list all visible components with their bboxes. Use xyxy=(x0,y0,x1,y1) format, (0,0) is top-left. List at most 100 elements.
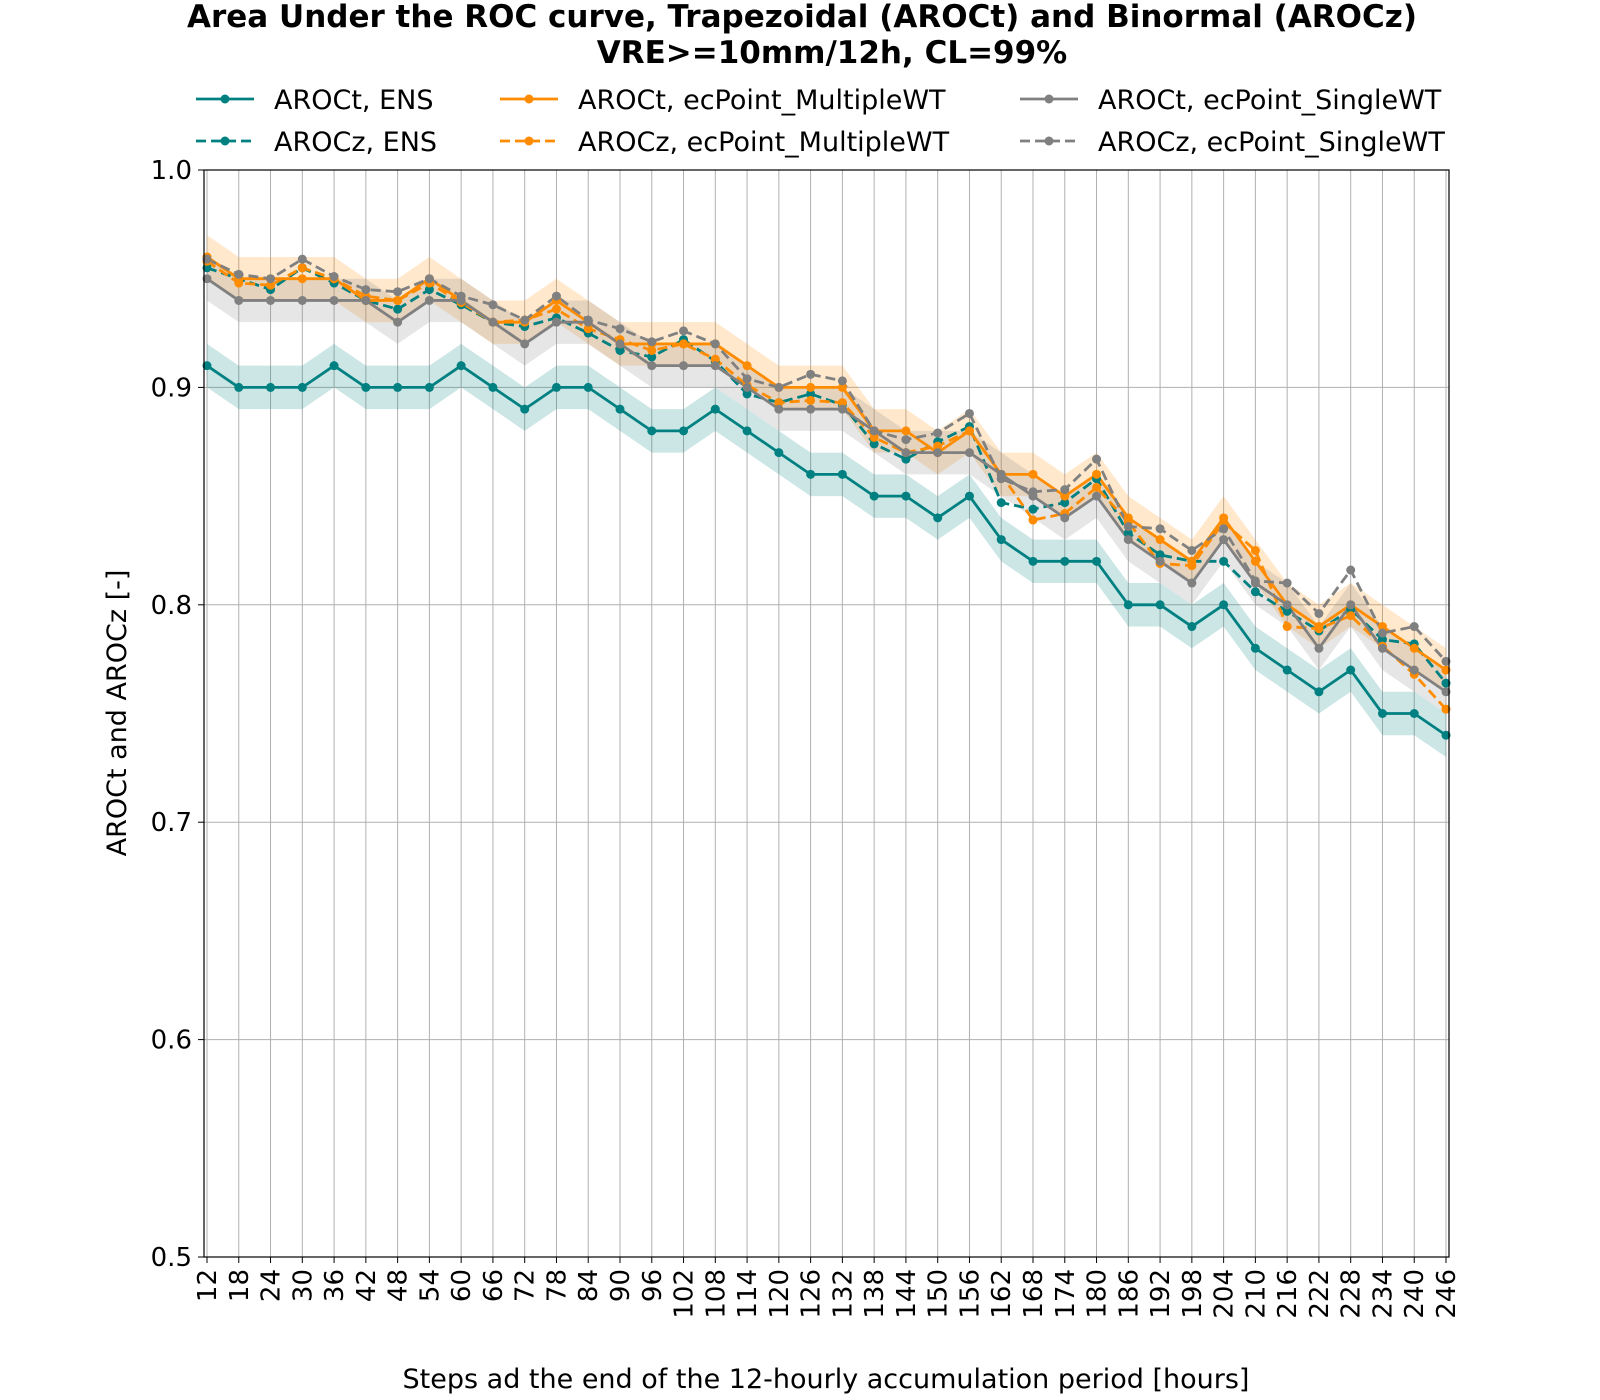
x-tick-label: 36 xyxy=(320,1269,350,1302)
data-point xyxy=(679,326,689,336)
data-point xyxy=(1314,643,1324,653)
data-point xyxy=(234,295,244,305)
data-point xyxy=(266,280,276,290)
data-point xyxy=(1250,545,1260,555)
data-point xyxy=(488,300,498,310)
data-point xyxy=(774,448,784,458)
data-point xyxy=(424,285,434,295)
data-point xyxy=(551,382,561,392)
data-point xyxy=(647,426,657,436)
data-point xyxy=(933,513,943,523)
data-point xyxy=(1346,600,1356,610)
data-point xyxy=(393,382,403,392)
data-point xyxy=(742,374,752,384)
data-point xyxy=(393,304,403,314)
data-point xyxy=(837,376,847,386)
x-tick-label: 84 xyxy=(574,1269,604,1302)
data-point xyxy=(647,361,657,371)
x-axis-label: Steps ad the end of the 12-hourly accumu… xyxy=(403,1364,1250,1395)
data-point xyxy=(933,428,943,438)
data-point xyxy=(710,404,720,414)
x-tick-label: 174 xyxy=(1051,1269,1081,1319)
series-line-2 xyxy=(206,255,1447,672)
x-tick-label: 126 xyxy=(797,1269,827,1319)
data-point xyxy=(901,454,911,464)
data-point xyxy=(1092,454,1102,464)
data-point xyxy=(710,354,720,364)
data-point xyxy=(1282,606,1292,616)
y-axis: 0.5 0.6 0.7 0.8 0.9 1.0 xyxy=(151,156,204,1273)
x-axis: 12 18 24 30 36 42 48 54 60 66 72 78 84 90 96 102 108 114 1… xyxy=(193,1257,1462,1319)
data-point xyxy=(869,491,879,501)
x-tick-label: 132 xyxy=(828,1269,858,1319)
data-point xyxy=(520,339,530,349)
data-point xyxy=(742,382,752,392)
data-point xyxy=(393,287,403,297)
data-point xyxy=(1187,545,1197,555)
data-point xyxy=(266,382,276,392)
data-point xyxy=(1377,622,1387,632)
data-point xyxy=(1028,487,1038,497)
legend-label: AROCt, ecPoint_SingleWT xyxy=(1098,85,1442,116)
series-lines xyxy=(206,255,1448,737)
data-point xyxy=(1314,687,1324,697)
data-point xyxy=(234,278,244,288)
x-tick-label: 240 xyxy=(1400,1269,1430,1319)
data-point xyxy=(1377,635,1387,645)
data-point xyxy=(551,317,561,327)
data-point xyxy=(1377,643,1387,653)
y-tick-label: 0.8 xyxy=(151,591,192,621)
x-tick-label: 192 xyxy=(1146,1269,1176,1319)
data-point xyxy=(424,295,434,305)
data-point xyxy=(869,439,879,449)
data-point xyxy=(1377,709,1387,718)
data-point xyxy=(679,426,689,436)
data-point xyxy=(266,295,276,305)
series-line-5 xyxy=(206,257,1448,663)
x-tick-label: 204 xyxy=(1210,1269,1240,1319)
x-tick-label: 138 xyxy=(860,1269,890,1319)
data-point xyxy=(297,295,307,305)
series-line-4 xyxy=(206,277,1447,693)
data-point xyxy=(869,432,879,442)
data-point xyxy=(1441,687,1451,697)
x-tick-label: 222 xyxy=(1305,1269,1335,1319)
data-point xyxy=(1092,491,1102,501)
series-line-0 xyxy=(206,364,1447,737)
data-point xyxy=(329,361,339,371)
data-point xyxy=(996,498,1006,508)
data-point xyxy=(615,404,625,414)
data-point xyxy=(1282,665,1292,675)
data-point xyxy=(424,382,434,392)
x-tick-label: 198 xyxy=(1178,1269,1208,1319)
data-point xyxy=(202,274,212,284)
y-tick-label: 0.7 xyxy=(151,808,192,838)
x-tick-label: 114 xyxy=(733,1269,763,1319)
data-point xyxy=(1250,556,1260,566)
data-point xyxy=(1282,578,1292,588)
x-tick-label: 186 xyxy=(1114,1269,1144,1319)
y-tick-label: 0.6 xyxy=(151,1026,192,1056)
x-tick-label: 108 xyxy=(701,1269,731,1319)
data-point xyxy=(996,535,1006,545)
data-point xyxy=(710,339,720,349)
data-point xyxy=(774,382,784,392)
data-point xyxy=(806,389,816,399)
data-point xyxy=(297,382,307,392)
data-point xyxy=(1060,556,1070,566)
data-point xyxy=(551,291,561,301)
legend-swatch-marker xyxy=(1044,136,1054,146)
data-point xyxy=(1250,576,1260,586)
data-point xyxy=(1346,565,1356,575)
data-point xyxy=(806,404,816,414)
data-point xyxy=(1441,678,1451,688)
data-point xyxy=(1060,498,1070,508)
plot-frame xyxy=(203,169,1450,1258)
x-tick-label: 246 xyxy=(1432,1269,1462,1319)
data-point xyxy=(1028,556,1038,566)
data-point xyxy=(1092,556,1102,566)
chart-title: Area Under the ROC curve, Trapezoidal (A… xyxy=(187,0,1417,35)
data-point xyxy=(615,324,625,334)
data-point xyxy=(1409,709,1419,718)
